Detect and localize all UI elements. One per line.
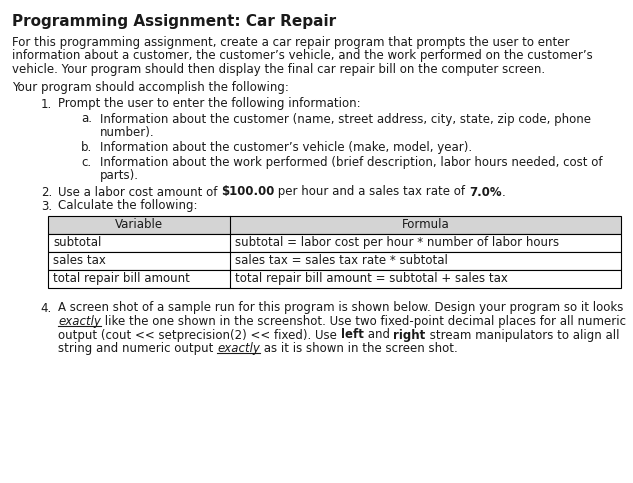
Text: string and numeric output: string and numeric output [58, 342, 217, 355]
Text: subtotal = labor cost per hour * number of labor hours: subtotal = labor cost per hour * number … [235, 236, 559, 249]
Text: output (cout << setprecision(2) << fixed). Use: output (cout << setprecision(2) << fixed… [58, 328, 341, 341]
Bar [48, 215, 621, 233]
Text: Calculate the following:: Calculate the following: [58, 199, 197, 213]
Text: information about a customer, the customer’s vehicle, and the work performed on : information about a customer, the custom… [12, 49, 592, 62]
Text: $100.00: $100.00 [221, 185, 275, 199]
Text: Information about the work performed (brief description, labor hours needed, cos: Information about the work performed (br… [100, 156, 603, 169]
Text: Programming Assignment: Car Repair: Programming Assignment: Car Repair [12, 14, 336, 29]
Text: parts).: parts). [100, 170, 139, 183]
Text: Information about the customer (name, street address, city, state, zip code, pho: Information about the customer (name, st… [100, 113, 591, 126]
Text: vehicle. Your program should then display the final car repair bill on the compu: vehicle. Your program should then displa… [12, 63, 545, 76]
Text: b.: b. [81, 141, 92, 154]
Text: number).: number). [100, 126, 154, 139]
Text: 7.0%: 7.0% [469, 185, 502, 199]
Bar [48, 270, 621, 287]
Text: For this programming assignment, create a car repair program that prompts the us: For this programming assignment, create … [12, 36, 570, 49]
Text: sales tax: sales tax [53, 254, 106, 267]
Text: per hour and a sales tax rate of: per hour and a sales tax rate of [275, 185, 469, 199]
Text: a.: a. [81, 113, 92, 126]
Text: total repair bill amount: total repair bill amount [53, 272, 190, 285]
Text: 4.: 4. [41, 301, 52, 314]
Text: right: right [393, 328, 425, 341]
Text: Your program should accomplish the following:: Your program should accomplish the follo… [12, 82, 289, 95]
Text: c.: c. [82, 156, 92, 169]
Text: and: and [363, 328, 393, 341]
Text: total repair bill amount = subtotal + sales tax: total repair bill amount = subtotal + sa… [235, 272, 508, 285]
Bar [48, 252, 621, 270]
Text: 3.: 3. [41, 199, 52, 213]
Bar [48, 233, 621, 252]
Text: 2.: 2. [41, 185, 52, 199]
Text: Formula: Formula [401, 218, 449, 231]
Text: Information about the customer’s vehicle (make, model, year).: Information about the customer’s vehicle… [100, 141, 472, 154]
Text: like the one shown in the screenshot. Use two fixed-point decimal places for all: like the one shown in the screenshot. Us… [101, 315, 626, 328]
Text: .: . [502, 185, 506, 199]
Text: Prompt the user to enter the following information:: Prompt the user to enter the following i… [58, 98, 361, 111]
Text: sales tax = sales tax rate * subtotal: sales tax = sales tax rate * subtotal [235, 254, 448, 267]
Text: stream manipulators to align all: stream manipulators to align all [425, 328, 619, 341]
Text: A screen shot of a sample run for this program is shown below. Design your progr: A screen shot of a sample run for this p… [58, 301, 624, 314]
Text: 1.: 1. [41, 98, 52, 111]
Text: exactly: exactly [217, 342, 260, 355]
Text: left: left [341, 328, 363, 341]
Text: exactly: exactly [58, 315, 101, 328]
Text: subtotal: subtotal [53, 236, 101, 249]
Text: Variable: Variable [115, 218, 163, 231]
Text: Use a labor cost amount of: Use a labor cost amount of [58, 185, 221, 199]
Text: as it is shown in the screen shot.: as it is shown in the screen shot. [260, 342, 458, 355]
